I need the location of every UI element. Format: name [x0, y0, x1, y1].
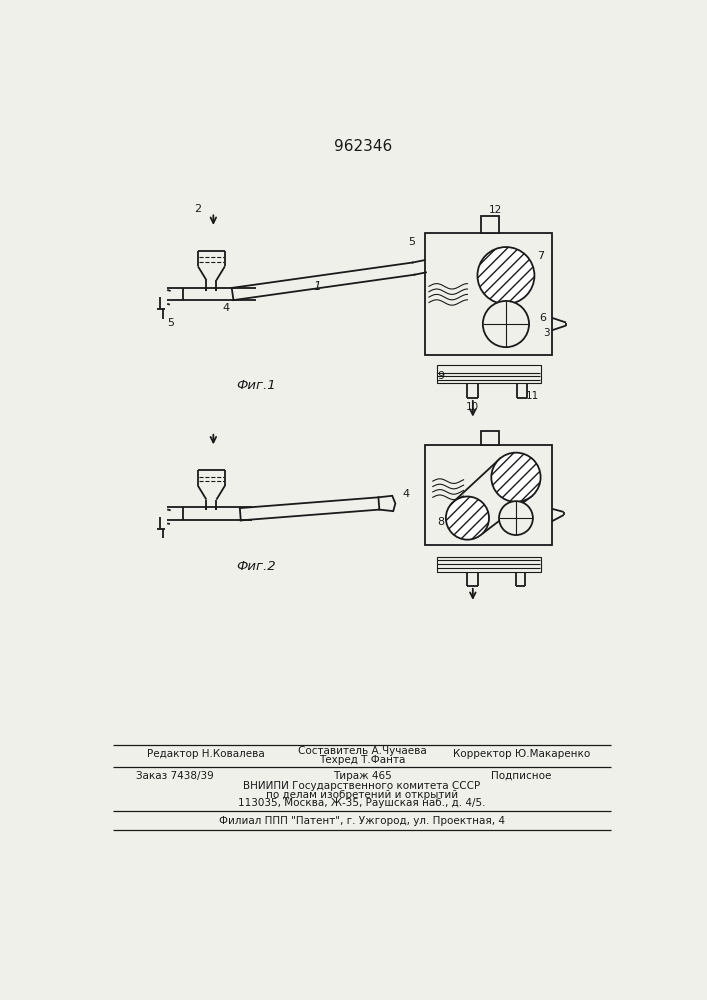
Text: Фиг.1: Фиг.1 [236, 379, 276, 392]
Text: 3: 3 [543, 328, 549, 338]
Circle shape [483, 301, 529, 347]
Text: Подписное: Подписное [491, 771, 551, 781]
Text: Корректор Ю.Макаренко: Корректор Ю.Макаренко [452, 749, 590, 759]
Text: Заказ 7438/39: Заказ 7438/39 [136, 771, 214, 781]
Bar [481, 216, 499, 233]
Polygon shape [378, 496, 395, 511]
Text: по делам изобретений и открытий: по делам изобретений и открытий [266, 790, 458, 800]
Text: Филиал ППП "Патент", г. Ужгород, ул. Проектная, 4: Филиал ППП "Патент", г. Ужгород, ул. Про… [219, 816, 505, 826]
Text: Редактор Н.Ковалева: Редактор Н.Ковалева [147, 749, 264, 759]
Text: 5: 5 [168, 318, 175, 328]
Text: 10: 10 [467, 402, 479, 412]
Text: 11: 11 [526, 391, 539, 401]
Circle shape [446, 497, 489, 540]
Text: Техред Т.Фанта: Техред Т.Фанта [319, 755, 405, 765]
Text: 5: 5 [408, 237, 415, 247]
Circle shape [491, 453, 541, 502]
Text: 962346: 962346 [334, 139, 392, 154]
Text: 2: 2 [194, 204, 201, 214]
Text: 1: 1 [313, 280, 321, 293]
Text: 4: 4 [402, 489, 409, 499]
Circle shape [499, 501, 533, 535]
Bar [425, 233, 552, 355]
Text: 8: 8 [437, 517, 444, 527]
Bar [425, 445, 552, 545]
Text: Составитель А.Чучаева: Составитель А.Чучаева [298, 746, 426, 756]
Circle shape [477, 247, 534, 304]
Bar [437, 365, 541, 383]
Text: 6: 6 [539, 313, 547, 323]
Text: Фиг.2: Фиг.2 [236, 560, 276, 573]
Text: 4: 4 [223, 303, 230, 313]
Text: 12: 12 [489, 205, 503, 215]
Bar [481, 431, 499, 445]
Bar [437, 557, 541, 572]
Text: 7: 7 [537, 251, 544, 261]
Text: 9: 9 [437, 371, 444, 381]
Text: 113035, Москва, Ж-35, Раушская наб., д. 4/5.: 113035, Москва, Ж-35, Раушская наб., д. … [238, 798, 486, 808]
Text: Тираж 465: Тираж 465 [332, 771, 392, 781]
Text: ВНИИПИ Государственного комитета СССР: ВНИИПИ Государственного комитета СССР [243, 781, 481, 791]
